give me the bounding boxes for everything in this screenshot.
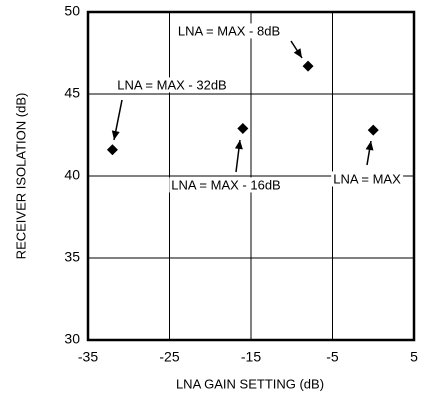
annotation: LNA = MAX - 32dB (117, 77, 226, 92)
x-axis-label: LNA GAIN SETTING (dB) (176, 376, 324, 391)
annotation: LNA = MAX - 8dB (178, 23, 280, 38)
annotation: LNA = MAX - 16dB (171, 177, 280, 192)
y-tick-label: 45 (64, 85, 80, 101)
point (302, 60, 314, 72)
y-axis-label: RECEIVER ISOLATION (dB) (13, 93, 28, 260)
point (106, 144, 118, 156)
annotation-bg (331, 171, 404, 187)
arrow-head (293, 48, 302, 58)
y-tick-label: 35 (64, 249, 80, 265)
annotation: LNA = MAX (333, 171, 401, 186)
y-tick-label: 50 (64, 3, 80, 19)
annotation-bg (175, 23, 283, 39)
arrow-head (111, 130, 120, 140)
x-tick-label: 5 (410, 349, 418, 365)
x-tick-label: -15 (241, 349, 261, 365)
x-tick-label: -25 (159, 349, 179, 365)
x-tick-label: -5 (326, 349, 339, 365)
x-tick-label: -35 (78, 349, 98, 365)
arrow-head (365, 141, 374, 151)
annotation-bg (169, 177, 283, 193)
point (237, 122, 249, 134)
plot-frame (86, 10, 416, 342)
annotation-bg (115, 77, 229, 93)
y-tick-label: 40 (64, 167, 80, 183)
arrow-head (234, 140, 243, 150)
point (367, 124, 379, 136)
y-tick-label: 30 (64, 331, 80, 347)
